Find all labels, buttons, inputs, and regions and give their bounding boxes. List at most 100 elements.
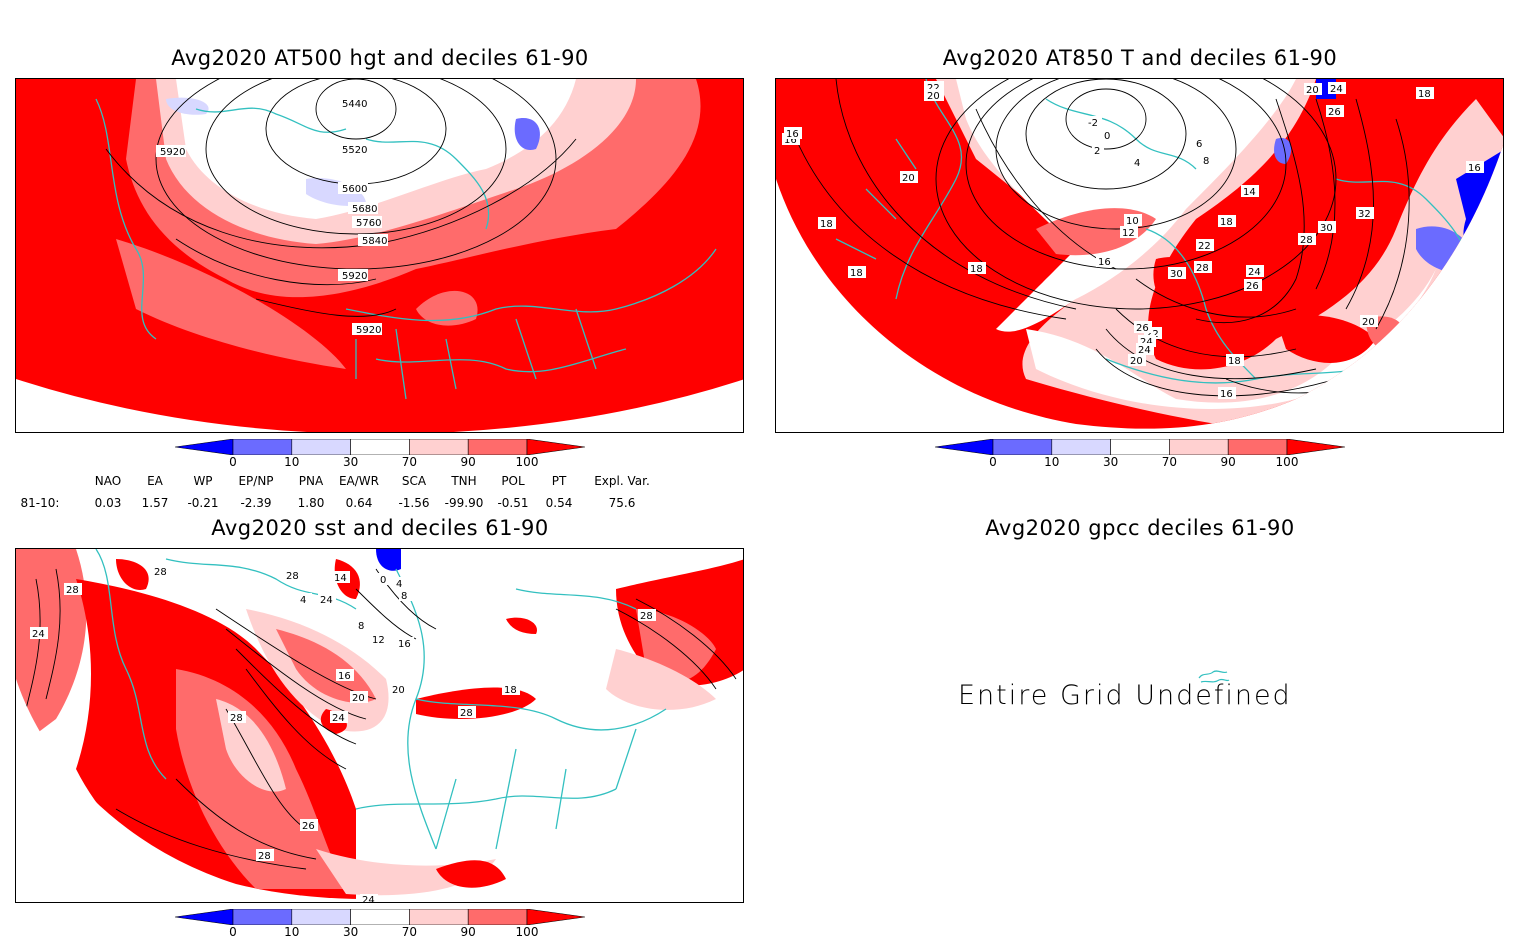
contour-label: 28 (286, 571, 299, 582)
colorbar-bin (467, 908, 528, 926)
colorbar-bin (174, 438, 234, 456)
contour-label: 24 (332, 713, 345, 724)
contour-label: 18 (850, 268, 863, 279)
colorbar-gradient (934, 438, 1346, 456)
contour-label: 22 (1146, 329, 1159, 340)
contour-label: 18 (1418, 89, 1431, 100)
contour-label: 5920 (160, 147, 185, 158)
colorbar-bin (291, 438, 351, 456)
contour-label: 28 (230, 713, 243, 724)
contour-label: 26 (1246, 281, 1259, 292)
contour-label: 4 (300, 595, 306, 606)
contour-label: 16 (1468, 163, 1481, 174)
colorbar-tick-label: 90 (1220, 455, 1236, 469)
undefined-grid-message: Entire Grid Undefined (958, 680, 1292, 711)
contour-label: 24 (32, 629, 45, 640)
colorbar-tick-label: 10 (1044, 455, 1060, 469)
colorbar-bin (350, 438, 410, 456)
contour-label: 26 (1136, 323, 1149, 334)
colorbar-bin (1169, 438, 1229, 456)
map-sst: 28 24 28 28 24 28 26 28 16 20 12 8 4 0 4… (15, 548, 744, 903)
index-header: EA (147, 474, 163, 488)
contour-label: 18 (1228, 356, 1241, 367)
contour-label: 20 (927, 91, 940, 102)
index-value: 1.57 (141, 496, 169, 510)
contour-label: 0 (380, 575, 386, 586)
contour-label: 20 (1130, 356, 1143, 367)
contour-label: 24 (1140, 337, 1153, 348)
contour-label: 18 (1220, 217, 1233, 228)
contour-label: 30 (1320, 223, 1333, 234)
contour-label: 5760 (356, 218, 381, 229)
colorbar-gradient (174, 438, 586, 456)
contour-label: 8 (1203, 156, 1209, 167)
colorbar-tick-label: 10 (284, 925, 300, 939)
colorbar-bin (232, 908, 293, 926)
contour-label: 12 (1122, 228, 1135, 239)
contour-label: 30 (1170, 269, 1183, 280)
colorbar-tick-label: 100 (515, 455, 539, 469)
contour-label: 8 (358, 621, 364, 632)
contour-label: 8 (401, 591, 407, 602)
index-value: -2.39 (240, 496, 272, 510)
index-header: WP (193, 474, 213, 488)
contour-label: 18 (504, 685, 517, 696)
contour-label: 18 (820, 219, 833, 230)
colorbar-tick-label: 30 (342, 455, 359, 469)
contour-label: 20 (902, 173, 915, 184)
contour-label: 24 (1330, 84, 1343, 95)
contour-label: 16 (786, 129, 799, 140)
contour-label: 2 (1094, 146, 1100, 157)
index-header: EP/NP (238, 474, 274, 488)
colorbar-bin (350, 908, 410, 926)
colorbar-tick-label: 70 (401, 925, 418, 939)
contour-label: 20 (1306, 85, 1319, 96)
panel-title-t850: Avg2020 AT850 T and deciles 61-90 (942, 46, 1338, 70)
index-value: -1.56 (398, 496, 430, 510)
colorbar-bin (526, 908, 586, 926)
index-value: 75.6 (608, 496, 636, 510)
contour-label: 24 (1138, 345, 1151, 356)
colorbar-tick-label: 90 (460, 455, 476, 469)
contour-label: 4 (1134, 158, 1140, 169)
map-hgt500: 5440 5520 5600 5680 5760 5840 5920 5920 … (15, 78, 744, 433)
contour-label: 16 (338, 671, 351, 682)
colorbar-tick-label: 70 (401, 455, 418, 469)
colorbar-tick-label: 90 (460, 925, 476, 939)
contour-label: 24 (362, 895, 375, 903)
panel-title-sst: Avg2020 sst and deciles 61-90 (211, 516, 549, 540)
contour-label: 22 (927, 83, 940, 94)
colorbar-bin (1286, 438, 1346, 456)
colorbar-bin (992, 438, 1053, 456)
contour-label: 0 (1104, 131, 1110, 142)
contour-label: 16 (398, 639, 411, 650)
colorbar-labels: 0 10 30 70 90 100 (935, 455, 1345, 471)
colorbar-labels: 0 10 30 70 90 100 (175, 455, 585, 471)
colorbar-t850: 0 10 30 70 90 100 (934, 438, 1346, 471)
index-row-label: 81-10: (20, 496, 60, 510)
colorbar-tick-label: 30 (1102, 455, 1119, 469)
contour-label: 5520 (342, 145, 367, 156)
contour-label: -2 (1088, 118, 1098, 129)
index-header: PNA (298, 474, 324, 488)
colorbar-bin (467, 438, 528, 456)
colorbar-hgt500: 0 10 30 70 90 100 (174, 438, 586, 471)
index-value: -99.90 (444, 496, 484, 510)
index-value: -0.51 (497, 496, 529, 510)
contour-label: 24 (320, 595, 333, 606)
contour-label: 12 (372, 635, 385, 646)
contour-label: 16 (1220, 389, 1233, 400)
contour-label: 24 (1248, 267, 1261, 278)
contour-label: 16 (1098, 257, 1111, 268)
contour-label: 28 (154, 567, 167, 578)
index-header: SCA (401, 474, 427, 488)
contour-label: 28 (1300, 235, 1313, 246)
index-header: TNH (451, 474, 477, 488)
contour-label: 10 (1126, 216, 1139, 227)
colorbar-sst: 0 10 30 70 90 100 (174, 908, 586, 941)
colorbar-bin (291, 908, 351, 926)
contour-label: 22 (1198, 241, 1211, 252)
colorbar-labels: 0 10 30 70 90 100 (175, 925, 585, 941)
colorbar-bin (174, 908, 234, 926)
contour-label: 18 (970, 264, 983, 275)
